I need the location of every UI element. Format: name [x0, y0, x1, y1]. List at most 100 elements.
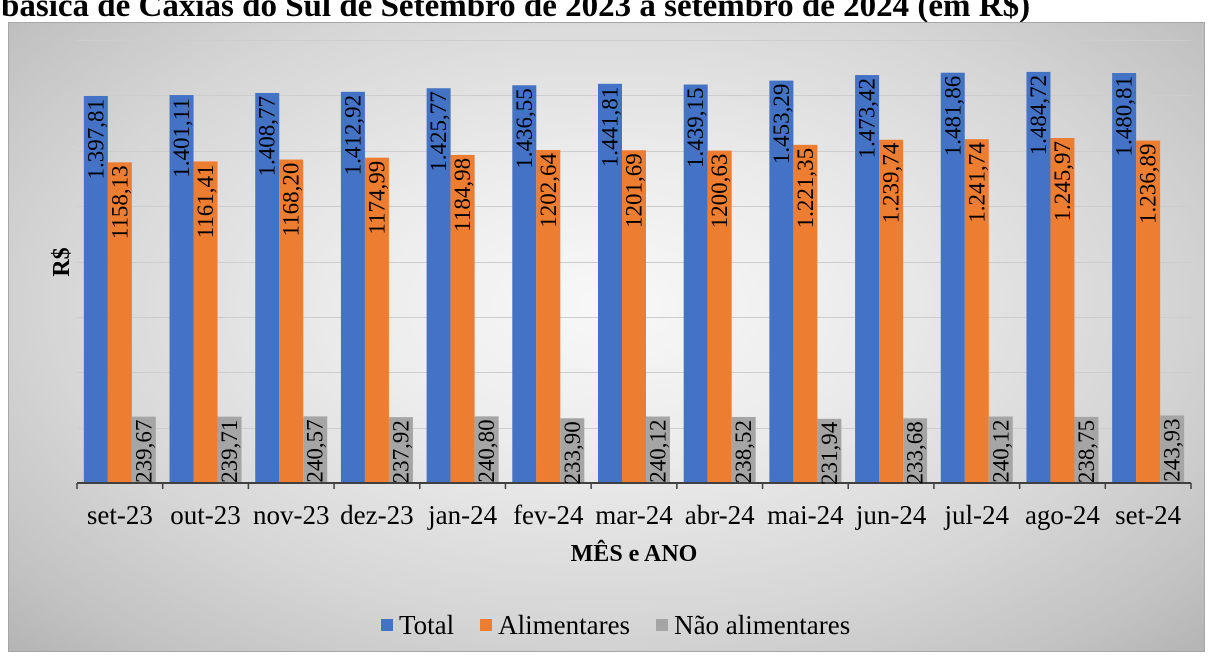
total-bar — [683, 84, 708, 483]
total-bar — [1112, 73, 1137, 483]
alimentares-data-label: 1.245,97 — [1050, 141, 1075, 222]
x-tick-label: set-24 — [1115, 500, 1181, 530]
nao-alimentares-data-label: 240,57 — [303, 419, 328, 482]
nao-alimentares-data-label: 243,93 — [1160, 418, 1185, 481]
legend-label-total: Total — [399, 610, 455, 640]
chart-title: básica de Caxias do Sul de Setembro de 2… — [1, 0, 1031, 22]
alimentares-bar — [1050, 138, 1075, 483]
total-data-label: 1.453,29 — [769, 84, 794, 164]
y-axis-title: R$ — [49, 247, 75, 276]
total-bar — [169, 95, 194, 483]
total-bar — [769, 80, 794, 484]
alimentares-bar — [1136, 140, 1161, 484]
total-data-label: 1.480,81 — [1112, 76, 1137, 157]
x-axis-title: MÊS e ANO — [571, 540, 698, 567]
total-data-label: 1.441,81 — [598, 87, 623, 168]
nao-alimentares-bar — [388, 417, 413, 483]
alimentares-data-label: 1.239,74 — [879, 142, 904, 223]
alimentares-data-label: 1184,98 — [450, 158, 475, 232]
alimentares-bar — [107, 162, 132, 483]
nao-alimentares-bar — [560, 418, 585, 483]
x-tick-label: mai-24 — [767, 500, 844, 530]
x-tick-label: mar-24 — [595, 500, 673, 530]
alimentares-bar — [964, 139, 989, 483]
total-data-label: 1.412,92 — [340, 95, 365, 176]
legend: Total Alimentares Não alimentares — [381, 608, 850, 642]
alimentares-data-label: 1201,69 — [622, 153, 647, 228]
legend-label-alimentares: Alimentares — [498, 610, 631, 640]
alimentares-bar — [793, 144, 818, 483]
x-axis-ticks — [76, 483, 1192, 489]
total-data-label: 1.401,11 — [169, 98, 194, 178]
nao-alimentares-bar — [217, 416, 242, 483]
total-bar — [598, 83, 622, 484]
total-data-label: 1.436,55 — [512, 88, 537, 169]
nao-alimentares-data-label: 233,68 — [903, 421, 928, 484]
nao-alimentares-data-label: 240,80 — [474, 419, 499, 482]
nao-alimentares-data-label: 239,67 — [131, 420, 156, 483]
legend-item-total: Total — [381, 608, 454, 642]
bars — [83, 71, 1185, 484]
x-tick-label: jun-24 — [855, 500, 927, 530]
total-bar — [940, 72, 965, 484]
total-bar — [426, 88, 451, 484]
nao-alimentares-data-label: 239,71 — [217, 420, 242, 483]
nao-alimentares-bar — [903, 418, 928, 483]
x-tick-label: abr-24 — [685, 500, 755, 530]
legend-swatch-nao-alimentares — [656, 619, 669, 631]
total-data-label: 1.481,86 — [940, 76, 965, 156]
x-tick-label: dez-23 — [340, 500, 413, 530]
total-bar — [512, 85, 537, 483]
total-data-label: 1.473,42 — [855, 78, 880, 159]
total-bar — [1026, 71, 1051, 484]
nao-alimentares-bar — [1074, 416, 1099, 483]
nao-alimentares-data-label: 233,90 — [560, 421, 585, 484]
legend-swatch-alimentares — [480, 619, 493, 631]
x-tick-label: jan-24 — [427, 500, 497, 530]
nao-alimentares-data-label: 240,12 — [646, 420, 671, 483]
alimentares-data-label: 1168,20 — [279, 163, 304, 237]
x-tick-labels: set-23 out-23 nov-23 dez-23 jan-24 fev-24 mar-… — [87, 500, 1182, 530]
alimentares-data-label: 1.236,89 — [1136, 144, 1161, 225]
total-bar — [255, 92, 280, 483]
total-data-label: 1.397,81 — [83, 99, 108, 180]
nao-alimentares-bar — [474, 416, 499, 483]
nao-alimentares-data-label: 240,12 — [988, 420, 1013, 483]
nao-alimentares-data-label: 237,92 — [388, 420, 413, 483]
alimentares-bar — [707, 150, 732, 483]
total-bar — [340, 91, 365, 484]
x-tick-label: nov-23 — [253, 500, 330, 530]
alimentares-bar — [450, 154, 475, 483]
x-tick-label: set-23 — [87, 500, 153, 530]
legend-label-nao-alimentares: Não alimentares — [674, 610, 851, 640]
nao-alimentares-bar — [731, 416, 756, 483]
nao-alimentares-data-label: 238,52 — [731, 420, 756, 483]
x-tick-label: jul-24 — [944, 500, 1010, 530]
data-labels: 1.397,81 1.401,11 1.408,77 1.412,92 1.425,77… — [83, 75, 1184, 485]
alimentares-bar — [879, 139, 904, 483]
alimentares-data-label: 1200,63 — [707, 154, 732, 229]
alimentares-bar — [622, 150, 646, 483]
nao-alimentares-bar — [646, 416, 670, 483]
alimentares-bar — [193, 161, 218, 483]
legend-item-nao-alimentares: Não alimentares — [656, 608, 850, 642]
nao-alimentares-bar — [817, 418, 842, 483]
legend-swatch-total — [381, 619, 393, 631]
x-tick-label: ago-24 — [1025, 500, 1100, 530]
nao-alimentares-data-label: 231,94 — [817, 421, 842, 485]
nao-alimentares-bar — [131, 416, 156, 483]
nao-alimentares-bar — [1160, 415, 1185, 483]
nao-alimentares-bar — [988, 416, 1013, 483]
x-tick-label: out-23 — [170, 500, 241, 530]
alimentares-bar — [279, 159, 304, 484]
alimentares-data-label: 1158,13 — [107, 165, 132, 239]
total-data-label: 1.425,77 — [426, 91, 451, 171]
nao-alimentares-bar — [303, 416, 328, 483]
total-data-label: 1.484,72 — [1026, 75, 1051, 156]
alimentares-data-label: 1161,41 — [193, 164, 218, 238]
caption-clip: básica de Caxias do Sul de Setembro de 2… — [0, 0, 1210, 22]
alimentares-data-label: 1.221,35 — [793, 148, 818, 229]
alimentares-bar — [364, 157, 389, 484]
total-bar — [83, 95, 108, 483]
